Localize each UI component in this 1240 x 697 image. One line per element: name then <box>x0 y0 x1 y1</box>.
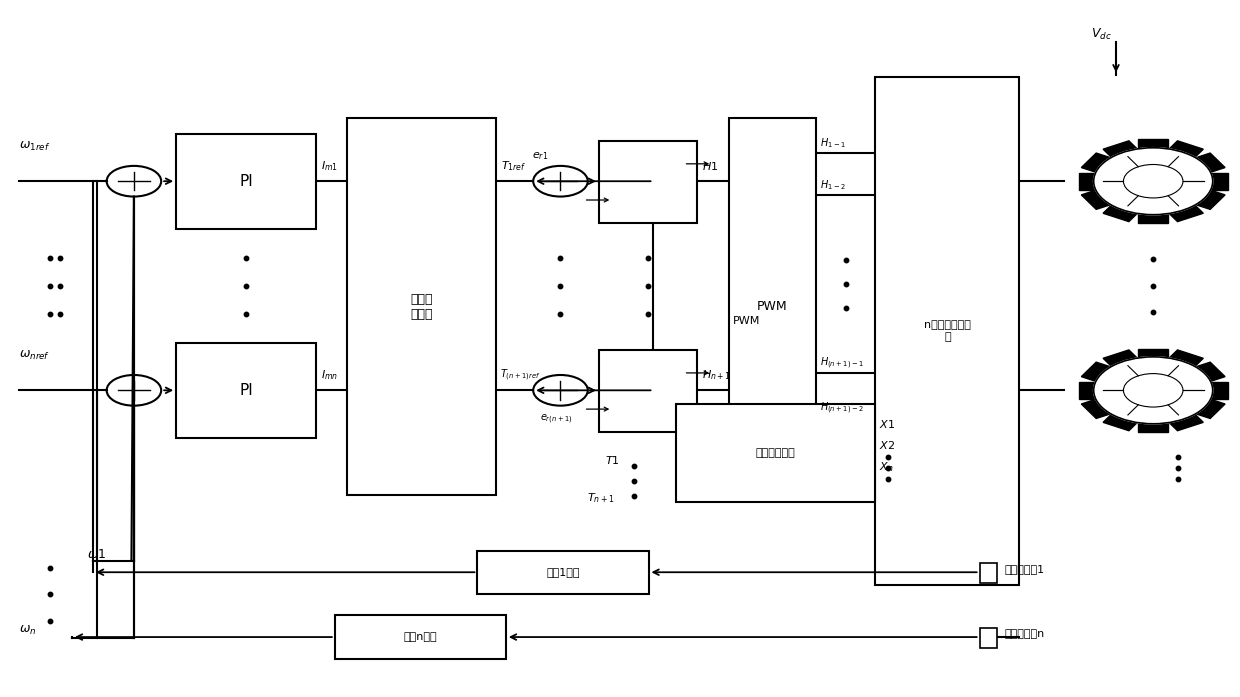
Text: $V_{dc}$: $V_{dc}$ <box>1091 27 1112 43</box>
Bar <box>176 134 316 229</box>
Circle shape <box>1094 357 1213 424</box>
Text: $I_{m1}$: $I_{m1}$ <box>321 159 339 173</box>
Bar <box>347 118 496 495</box>
Polygon shape <box>1184 153 1225 176</box>
Bar <box>676 404 875 502</box>
Text: $H1$: $H1$ <box>702 160 718 172</box>
Text: 转速1计算: 转速1计算 <box>546 567 580 577</box>
Polygon shape <box>1081 187 1122 209</box>
Text: $\omega_{nref}$: $\omega_{nref}$ <box>19 349 50 362</box>
Text: $\omega_{1ref}$: $\omega_{1ref}$ <box>19 140 50 153</box>
Text: 位置传感器1: 位置传感器1 <box>1004 564 1044 574</box>
Polygon shape <box>1198 173 1228 190</box>
Text: $T_{1ref}$: $T_{1ref}$ <box>501 159 527 173</box>
Polygon shape <box>1163 141 1203 164</box>
Text: $H_{1-2}$: $H_{1-2}$ <box>820 178 846 192</box>
Polygon shape <box>1184 187 1225 209</box>
Polygon shape <box>1104 141 1143 164</box>
Text: $e_{r1}$: $e_{r1}$ <box>532 151 548 162</box>
Polygon shape <box>1104 408 1143 431</box>
Polygon shape <box>1163 350 1203 373</box>
Text: $T1$: $T1$ <box>605 454 620 466</box>
Polygon shape <box>1163 199 1203 222</box>
Text: $X1$: $X1$ <box>879 418 895 430</box>
Polygon shape <box>1104 350 1143 373</box>
Text: $X2$: $X2$ <box>879 438 895 451</box>
Text: $I_{mn}$: $I_{mn}$ <box>321 368 339 382</box>
Bar <box>980 628 997 648</box>
Text: $H_{n+1}$: $H_{n+1}$ <box>702 368 730 382</box>
Text: PWM: PWM <box>758 300 787 313</box>
Text: PI: PI <box>239 383 253 398</box>
Bar <box>477 551 649 594</box>
Polygon shape <box>1079 173 1109 190</box>
Text: $\omega 1$: $\omega 1$ <box>87 548 105 560</box>
Polygon shape <box>1184 396 1225 418</box>
Bar <box>335 615 506 659</box>
Bar <box>729 118 816 495</box>
Bar <box>599 350 697 432</box>
Text: n相电压型逆变
器: n相电压型逆变 器 <box>924 321 971 342</box>
Polygon shape <box>1081 153 1122 176</box>
Text: PWM: PWM <box>733 316 760 325</box>
Text: $X_n$: $X_n$ <box>879 460 894 474</box>
Bar <box>875 77 1019 585</box>
Text: PI: PI <box>239 174 253 189</box>
Text: $H_{(n+1)-2}$: $H_{(n+1)-2}$ <box>820 401 863 416</box>
Text: 参考转
矩计算: 参考转 矩计算 <box>410 293 433 321</box>
Polygon shape <box>1163 408 1203 431</box>
Polygon shape <box>1081 362 1122 385</box>
Text: 转速n计算: 转速n计算 <box>403 632 438 642</box>
Polygon shape <box>1184 362 1225 385</box>
Polygon shape <box>1104 199 1143 222</box>
Text: $T_{n+1}$: $T_{n+1}$ <box>587 491 614 505</box>
Polygon shape <box>1198 382 1228 399</box>
Polygon shape <box>1138 206 1168 223</box>
Text: 位置传感器n: 位置传感器n <box>1004 629 1044 638</box>
Polygon shape <box>1138 348 1168 365</box>
Bar <box>599 141 697 223</box>
Bar <box>980 563 997 583</box>
Text: $T_{(n+1)ref}$: $T_{(n+1)ref}$ <box>500 367 541 383</box>
Circle shape <box>1094 148 1213 215</box>
Text: 实际转矩计算: 实际转矩计算 <box>755 448 796 458</box>
Polygon shape <box>1079 382 1109 399</box>
Text: $e_{r(n+1)}$: $e_{r(n+1)}$ <box>541 413 573 427</box>
Text: $H_{1-1}$: $H_{1-1}$ <box>820 137 846 151</box>
Bar <box>176 343 316 438</box>
Text: $H_{(n+1)-1}$: $H_{(n+1)-1}$ <box>820 355 863 371</box>
Polygon shape <box>1081 396 1122 418</box>
Text: $\omega_n$: $\omega_n$ <box>19 625 36 637</box>
Polygon shape <box>1138 139 1168 156</box>
Polygon shape <box>1138 415 1168 432</box>
